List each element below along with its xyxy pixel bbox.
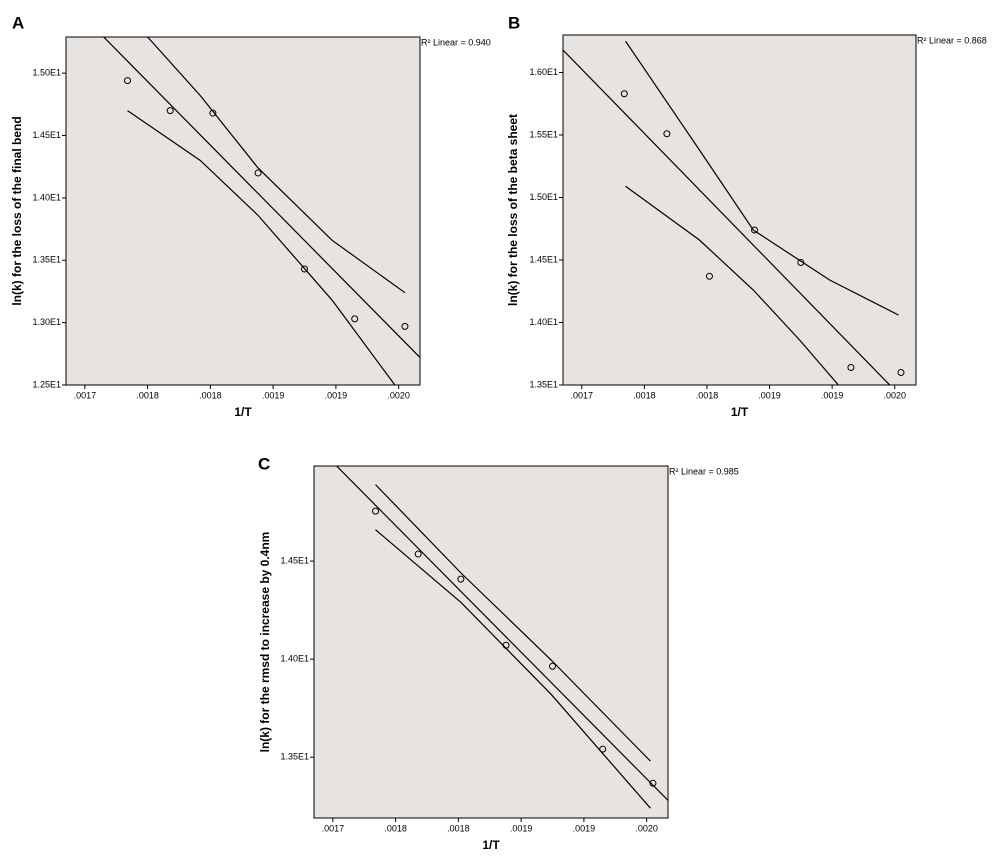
y-tick-label: 1.45E1 (280, 555, 309, 565)
y-tick-label: 1.55E1 (529, 129, 558, 139)
point (599, 745, 607, 753)
plot-area (65, 36, 421, 386)
point (847, 364, 855, 371)
x-tick-label: .0017 (322, 823, 345, 833)
y-tick-label: 1.35E1 (32, 255, 61, 265)
panel-label: A (12, 13, 24, 32)
confidence-band (147, 37, 406, 294)
x-tick-label: .0018 (199, 390, 222, 400)
x-tick-label: .0018 (447, 823, 470, 833)
fit-line (563, 49, 891, 385)
y-tick-label: 1.40E1 (529, 317, 558, 327)
y-tick-label: 1.40E1 (32, 192, 61, 202)
point (797, 259, 805, 266)
x-tick-label: .0017 (74, 390, 97, 400)
x-tick-label: .0019 (573, 823, 596, 833)
x-tick-label: .0018 (136, 390, 159, 400)
panel-label: C (258, 454, 270, 473)
point (457, 575, 465, 583)
point (351, 315, 359, 323)
x-tick-label: .0020 (883, 390, 906, 400)
x-tick-label: .0017 (571, 390, 594, 400)
plot-area (313, 465, 669, 819)
point (549, 662, 557, 670)
y-tick-label: 1.50E1 (32, 68, 61, 78)
fit-line (336, 466, 668, 801)
x-tick-label: .0018 (384, 823, 407, 833)
annotation: R² Linear = 0.985 (669, 466, 739, 476)
point (401, 322, 409, 330)
y-tick-label: 1.50E1 (529, 192, 558, 202)
x-axis-label: 1/T (234, 405, 252, 419)
x-tick-label: .0018 (633, 390, 656, 400)
annotation: R² Linear = 0.940 (421, 37, 491, 47)
y-axis-label: ln(k) for the loss of the beta sheet (506, 114, 520, 306)
y-tick-label: 1.35E1 (280, 752, 309, 762)
panel-label: B (508, 13, 520, 32)
x-tick-label: .0020 (635, 823, 658, 833)
y-tick-label: 1.60E1 (529, 67, 558, 77)
confidence-band (375, 484, 651, 762)
point (254, 169, 262, 177)
fit-line (103, 37, 420, 359)
point (209, 109, 217, 117)
confidence-band (127, 110, 396, 385)
x-tick-label: .0019 (325, 390, 348, 400)
confidence-band (625, 185, 839, 385)
y-tick-label: 1.45E1 (529, 254, 558, 264)
point (414, 550, 422, 558)
y-tick-label: 1.30E1 (32, 317, 61, 327)
point (897, 369, 905, 376)
confidence-band (625, 40, 899, 316)
y-axis-label: ln(k) for the rmsd to increase by 0.4nm (258, 532, 272, 753)
y-tick-label: 1.45E1 (32, 130, 61, 140)
x-tick-label: .0019 (262, 390, 285, 400)
point (502, 641, 510, 649)
x-tick-label: .0018 (696, 390, 719, 400)
annotation: R² Linear = 0.868 (917, 35, 987, 45)
x-tick-label: .0019 (758, 390, 781, 400)
point (372, 507, 380, 515)
point (166, 107, 174, 115)
point (649, 779, 657, 787)
y-axis-label: ln(k) for the loss of the final bend (10, 116, 24, 305)
point (751, 226, 759, 234)
point (124, 77, 132, 85)
y-tick-label: 1.35E1 (529, 379, 558, 389)
x-tick-label: .0019 (821, 390, 844, 400)
x-axis-label: 1/T (731, 405, 749, 419)
point (663, 130, 671, 138)
y-tick-label: 1.25E1 (32, 379, 61, 389)
point (705, 272, 713, 280)
point (301, 265, 309, 273)
point (620, 90, 628, 98)
y-tick-label: 1.40E1 (280, 654, 309, 664)
x-tick-label: .0020 (387, 390, 410, 400)
x-axis-label: 1/T (482, 838, 500, 852)
x-tick-label: .0019 (510, 823, 533, 833)
